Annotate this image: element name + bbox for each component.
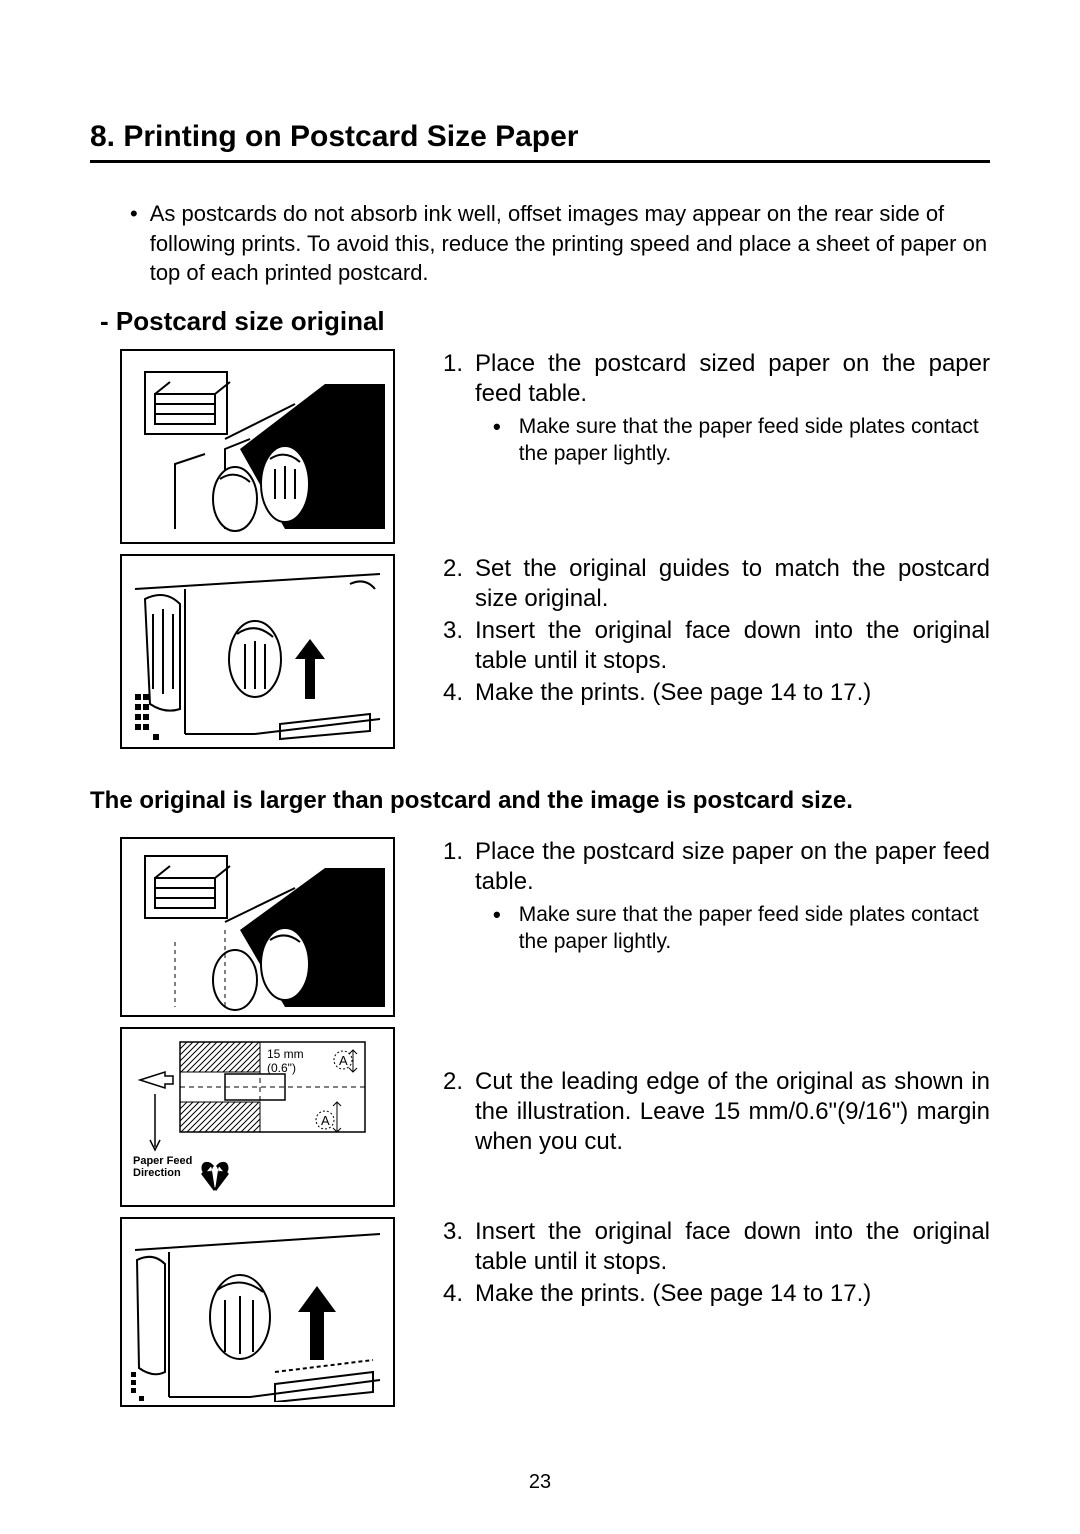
bullet-dot: •	[493, 901, 501, 956]
intro-note: • As postcards do not absorb ink well, o…	[130, 199, 990, 288]
step-a1: 1. Place the postcard sized paper on the…	[443, 349, 990, 409]
step-b3: 3. Insert the original face down into th…	[443, 1217, 990, 1277]
step-number: 3.	[443, 1217, 475, 1277]
step-text: Insert the original face down into the o…	[475, 616, 990, 676]
marker-a-1: A	[339, 1053, 348, 1068]
illustration-feed-table-2	[120, 837, 395, 1017]
step-number: 1.	[443, 349, 475, 409]
illustration-feed-table-1	[120, 349, 395, 544]
step-block-a1: 1. Place the postcard sized paper on the…	[443, 349, 990, 468]
step-a1-note: • Make sure that the paper feed side pla…	[493, 413, 990, 468]
step-number: 4.	[443, 1279, 475, 1309]
illustration-cut-margin: 15 mm (0.6") A A Paper Feed Direction	[120, 1027, 395, 1207]
intro-note-text: As postcards do not absorb ink well, off…	[150, 199, 990, 288]
section-number: 8.	[90, 120, 115, 153]
section-title-text: Printing on Postcard Size Paper	[123, 120, 578, 153]
marker-a-2: A	[321, 1113, 330, 1128]
step-b4: 4. Make the prints. (See page 14 to 17.)	[443, 1279, 990, 1309]
illustration-original-table-2	[120, 1217, 395, 1407]
step-text: Place the postcard sized paper on the pa…	[475, 349, 990, 409]
step-number: 2.	[443, 554, 475, 614]
step-text: Set the original guides to match the pos…	[475, 554, 990, 614]
step-a4: 4. Make the prints. (See page 14 to 17.)	[443, 678, 990, 708]
feed-label-1: Paper Feed	[133, 1155, 192, 1167]
subheading-larger-original: The original is larger than postcard and…	[90, 787, 990, 815]
step-block-b2: 2. Cut the leading edge of the original …	[443, 1027, 990, 1159]
step-text: Insert the original face down into the o…	[475, 1217, 990, 1277]
bullet-dot: •	[493, 413, 501, 468]
note-text: Make sure that the paper feed side plate…	[519, 901, 990, 956]
note-text: Make sure that the paper feed side plate…	[519, 413, 990, 468]
feed-label-2: Direction	[133, 1167, 181, 1179]
step-b1-note: • Make sure that the paper feed side pla…	[493, 901, 990, 956]
step-number: 4.	[443, 678, 475, 708]
step-number: 1.	[443, 837, 475, 897]
step-block-b1: 1. Place the postcard size paper on the …	[443, 837, 990, 956]
step-text: Place the postcard size paper on the pap…	[475, 837, 990, 897]
callout-mm: 15 mm	[267, 1047, 304, 1061]
step-number: 3.	[443, 616, 475, 676]
callout-in: (0.6")	[267, 1061, 296, 1075]
step-text: Make the prints. (See page 14 to 17.)	[475, 1279, 871, 1309]
section-title: 8. Printing on Postcard Size Paper	[90, 120, 990, 163]
page-number: 23	[0, 1471, 1080, 1494]
illustration-original-table-1	[120, 554, 395, 749]
step-b2: 2. Cut the leading edge of the original …	[443, 1067, 990, 1157]
step-number: 2.	[443, 1067, 475, 1157]
step-text: Cut the leading edge of the original as …	[475, 1067, 990, 1157]
step-a2: 2. Set the original guides to match the …	[443, 554, 990, 614]
step-a3: 3. Insert the original face down into th…	[443, 616, 990, 676]
step-block-a2: 2. Set the original guides to match the …	[443, 554, 990, 710]
step-text: Make the prints. (See page 14 to 17.)	[475, 678, 871, 708]
step-block-b3: 3. Insert the original face down into th…	[443, 1217, 990, 1311]
subheading-postcard-original: - Postcard size original	[100, 306, 990, 337]
step-b1: 1. Place the postcard size paper on the …	[443, 837, 990, 897]
bullet-dot: •	[130, 199, 138, 288]
